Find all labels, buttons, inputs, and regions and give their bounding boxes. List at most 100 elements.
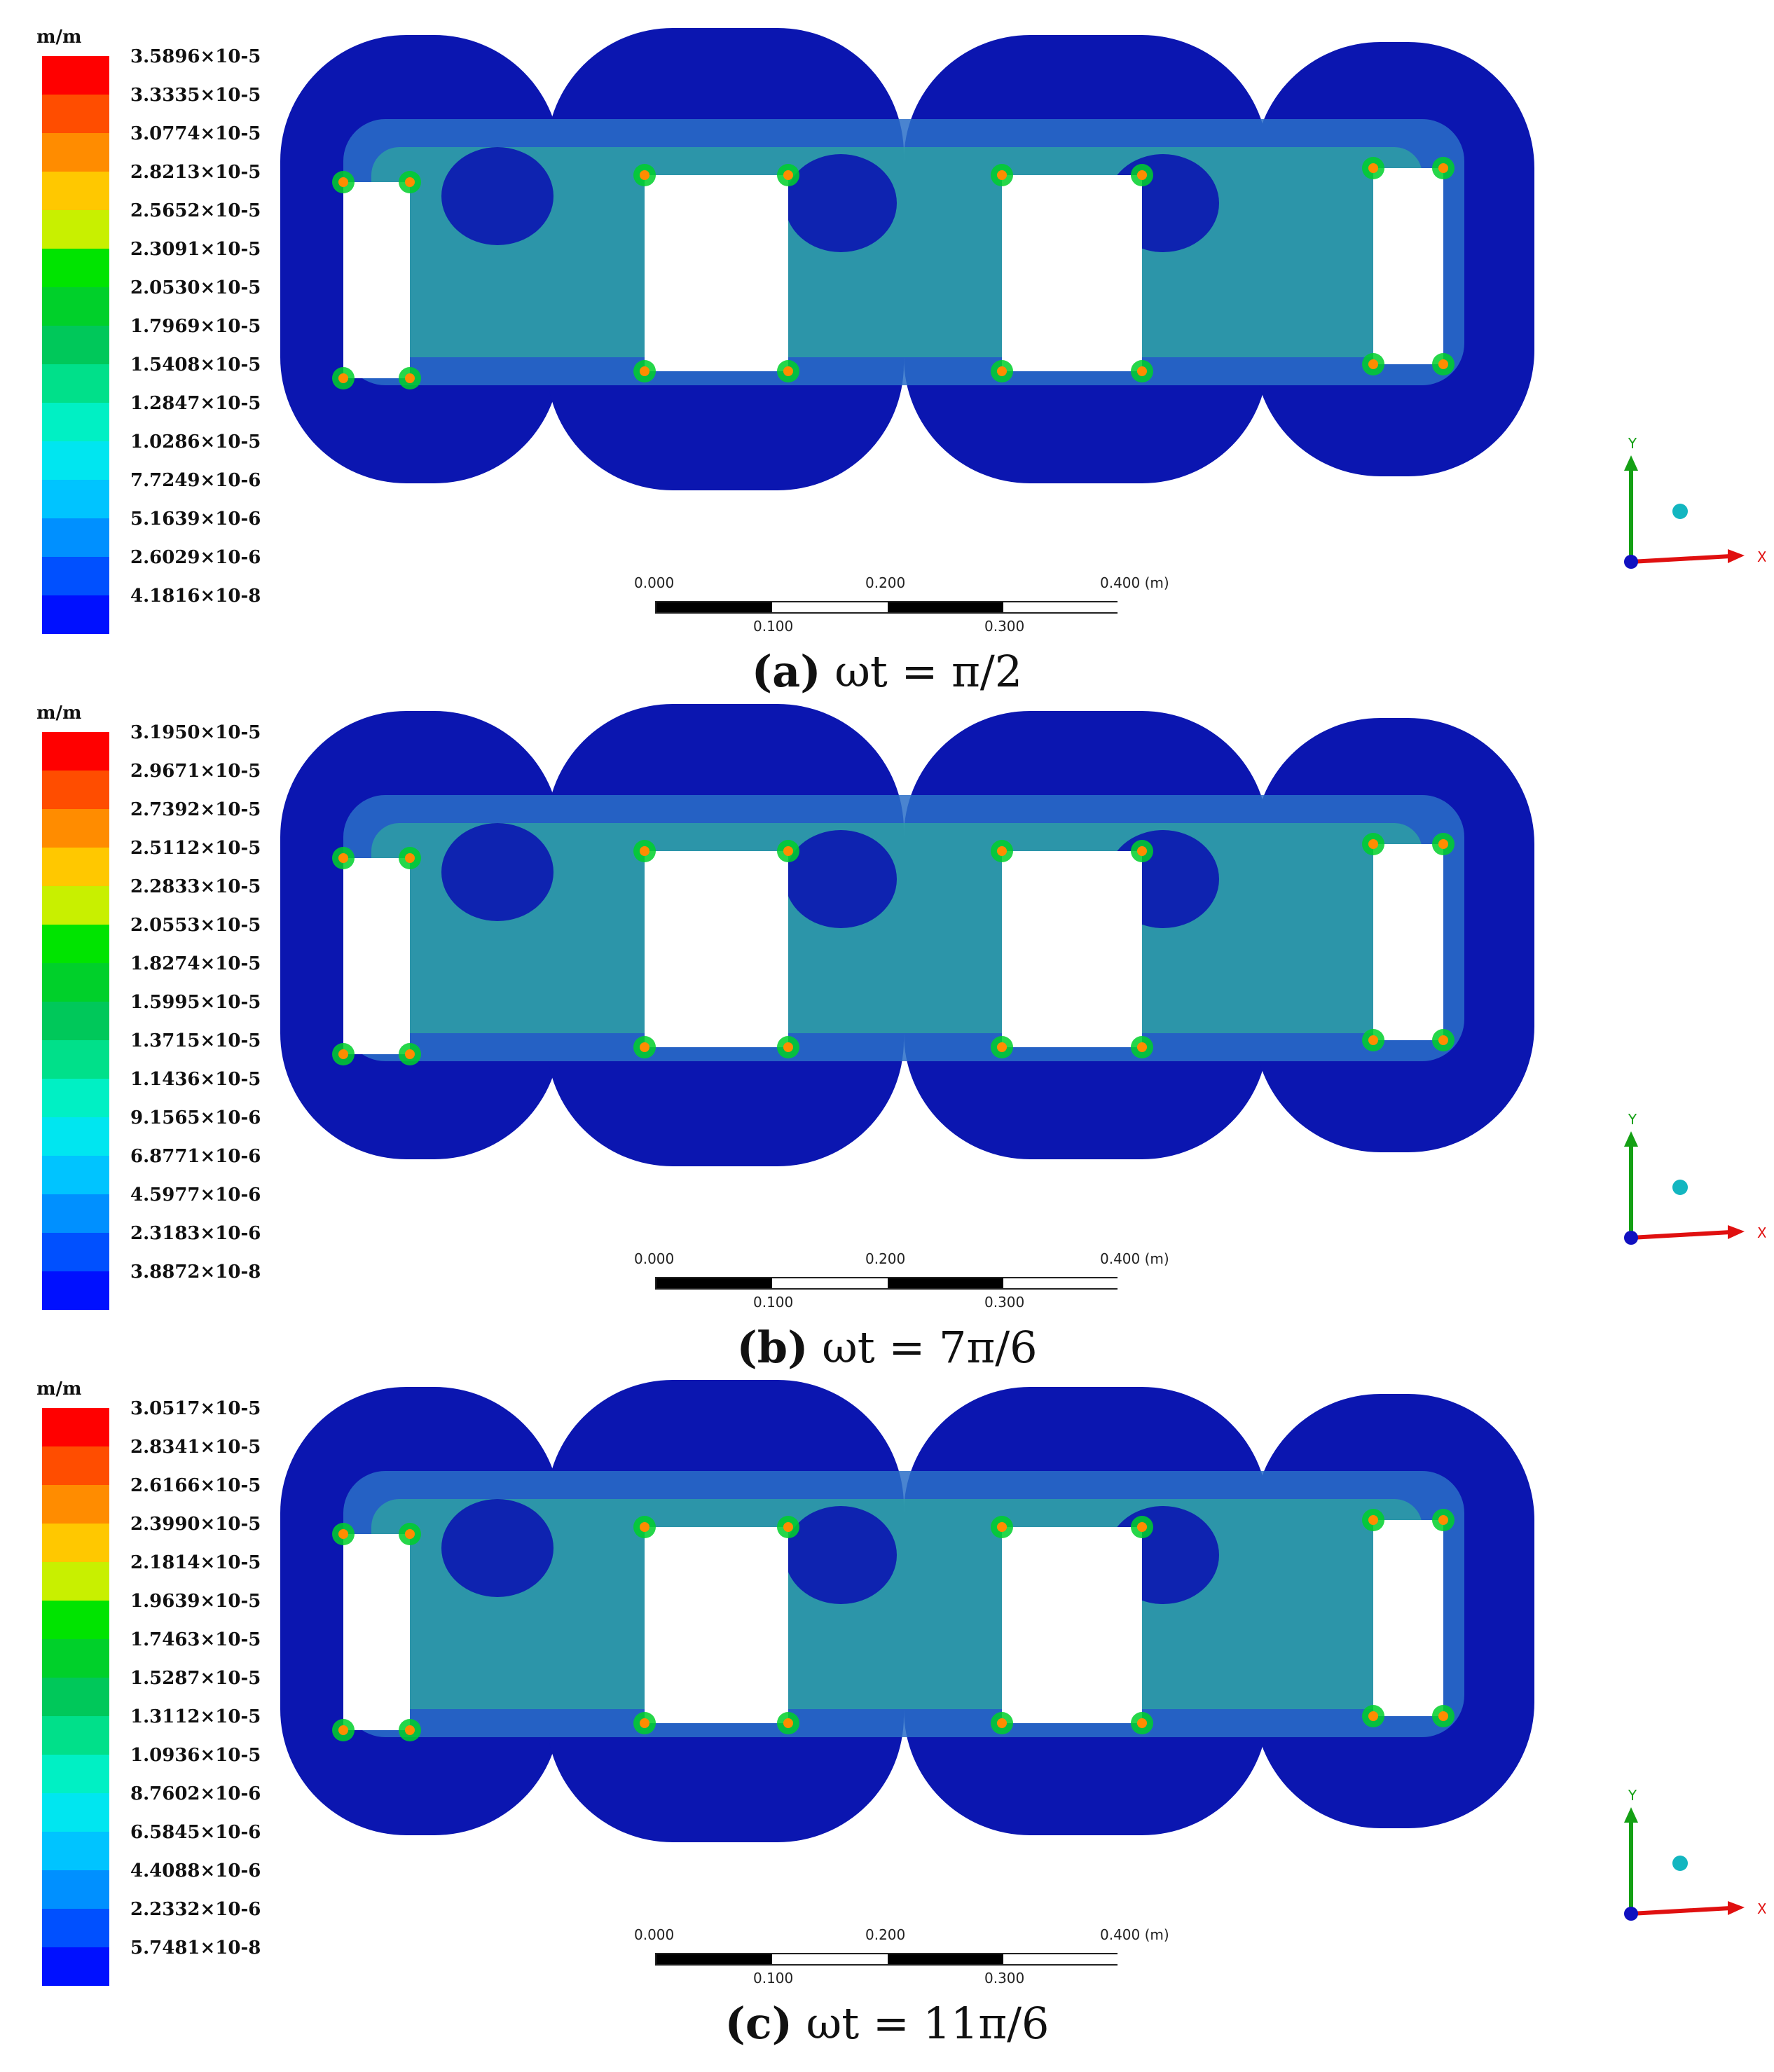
panel-a: m/m 3.5896×10-5 3.3335×10-5 3.0774×10-5 2.82… xyxy=(0,14,1774,697)
legend-swatch xyxy=(42,1408,109,1446)
legend-value: 4.4088×10-6 xyxy=(130,1860,261,1881)
legend-swatch xyxy=(42,809,109,848)
legend-value: 2.3183×10-6 xyxy=(130,1223,261,1244)
hot-spot-core xyxy=(783,170,793,180)
legend-unit: m/m xyxy=(36,703,82,724)
x-axis-arrow xyxy=(1630,554,1731,564)
hot-spot-core xyxy=(640,1042,649,1052)
legend-value: 2.8341×10-5 xyxy=(130,1437,261,1458)
scale-label: 0.400 (m) xyxy=(1100,1926,1169,1943)
legend-swatch xyxy=(42,1601,109,1639)
hot-spot-core xyxy=(338,1725,348,1735)
scale-label: 0.000 xyxy=(634,1926,675,1943)
legend-swatch xyxy=(42,732,109,771)
legend-value: 3.1950×10-5 xyxy=(130,722,261,743)
hot-spot-core xyxy=(997,366,1007,376)
legend-value: 2.0553×10-5 xyxy=(130,915,261,936)
core-window xyxy=(1373,844,1443,1040)
legend-swatch xyxy=(42,848,109,886)
legend-swatch xyxy=(42,249,109,287)
hot-spot-core xyxy=(783,1042,793,1052)
legend-swatch xyxy=(42,1716,109,1755)
x-axis-arrow xyxy=(1630,1906,1731,1916)
low-strain-region xyxy=(785,830,897,928)
hot-spot-core xyxy=(640,846,649,856)
scale-segment xyxy=(772,1954,888,1964)
scale-segment xyxy=(1003,602,1119,612)
legend-swatch xyxy=(42,1678,109,1716)
legend-value: 2.6166×10-5 xyxy=(130,1475,261,1496)
legend-swatch xyxy=(42,518,109,557)
core-window xyxy=(645,1527,788,1723)
core-window xyxy=(1002,851,1142,1047)
hot-spot-core xyxy=(405,1725,415,1735)
legend-value: 1.2847×10-5 xyxy=(130,393,261,414)
legend-value: 1.8274×10-5 xyxy=(130,953,261,974)
legend-swatch xyxy=(42,1562,109,1601)
legend-swatch xyxy=(42,557,109,595)
hot-spot-core xyxy=(1368,1515,1378,1525)
legend-swatch xyxy=(42,1485,109,1524)
legend-value: 5.1639×10-6 xyxy=(130,509,261,530)
hot-spot-core xyxy=(338,177,348,187)
legend-unit: m/m xyxy=(36,27,82,48)
hot-spot-core xyxy=(783,1718,793,1728)
legend-swatch xyxy=(42,1870,109,1909)
origin-dot xyxy=(1624,555,1638,569)
hot-spot-core xyxy=(997,170,1007,180)
legend-swatch xyxy=(42,1832,109,1870)
x-axis-label: X xyxy=(1757,548,1766,565)
legend-swatch xyxy=(42,1793,109,1832)
low-strain-region xyxy=(441,823,553,921)
scale-segment xyxy=(656,602,772,612)
legend-value: 6.5845×10-6 xyxy=(130,1822,261,1843)
hot-spot-core xyxy=(640,1718,649,1728)
legend-value: 4.1816×10-8 xyxy=(130,586,261,607)
legend-value: 2.9671×10-5 xyxy=(130,761,261,782)
legend-swatch xyxy=(42,95,109,133)
legend-swatch xyxy=(42,1909,109,1947)
hot-spot-core xyxy=(405,1529,415,1539)
legend-swatch xyxy=(42,1233,109,1271)
legend-value: 3.3335×10-5 xyxy=(130,85,261,106)
hot-spot-core xyxy=(338,373,348,383)
scale-segment xyxy=(656,1954,772,1964)
panel-b: m/m 3.1950×10-5 2.9671×10-5 2.7392×10-5 2.51… xyxy=(0,690,1774,1373)
core-window xyxy=(645,851,788,1047)
panel-caption: (a) ωt = π/2 xyxy=(0,646,1774,697)
y-arrow-head xyxy=(1624,455,1638,471)
legend-value: 2.0530×10-5 xyxy=(130,277,261,298)
hot-spot-core xyxy=(1368,1711,1378,1721)
core-model xyxy=(266,1366,1562,1905)
hot-spot-core xyxy=(1438,359,1448,369)
legend-value: 2.2332×10-6 xyxy=(130,1899,261,1920)
legend-value: 1.3715×10-5 xyxy=(130,1030,261,1051)
legend-value: 2.6029×10-6 xyxy=(130,547,261,568)
legend-value: 5.7481×10-8 xyxy=(130,1938,261,1959)
legend-value: 3.0774×10-5 xyxy=(130,123,261,144)
legend-swatch xyxy=(42,1755,109,1793)
x-arrow-head xyxy=(1728,549,1745,563)
legend-swatch xyxy=(42,1194,109,1233)
hot-spot-core xyxy=(1368,1035,1378,1045)
scale-label: 0.300 xyxy=(984,618,1025,635)
scale-label: 0.100 xyxy=(753,618,794,635)
legend-value: 1.5408×10-5 xyxy=(130,354,261,375)
legend-value: 1.7969×10-5 xyxy=(130,316,261,337)
legend-swatch xyxy=(42,133,109,172)
core-window xyxy=(1002,175,1142,371)
x-axis-label: X xyxy=(1757,1900,1766,1917)
hot-spot-core xyxy=(1137,1522,1147,1532)
legend-swatch xyxy=(42,364,109,403)
hot-spot-core xyxy=(997,1522,1007,1532)
legend-value: 2.1814×10-5 xyxy=(130,1552,261,1573)
legend-value: 1.5995×10-5 xyxy=(130,992,261,1013)
hot-spot-core xyxy=(405,373,415,383)
legend-value: 3.8872×10-8 xyxy=(130,1262,261,1283)
scale-label: 0.300 xyxy=(984,1970,1025,1987)
scale-label: 0.200 xyxy=(865,574,906,591)
core-window xyxy=(343,1534,410,1730)
scale-bar: 0.000 0.200 0.400 (m) 0.100 0.300 xyxy=(634,1926,1209,1989)
